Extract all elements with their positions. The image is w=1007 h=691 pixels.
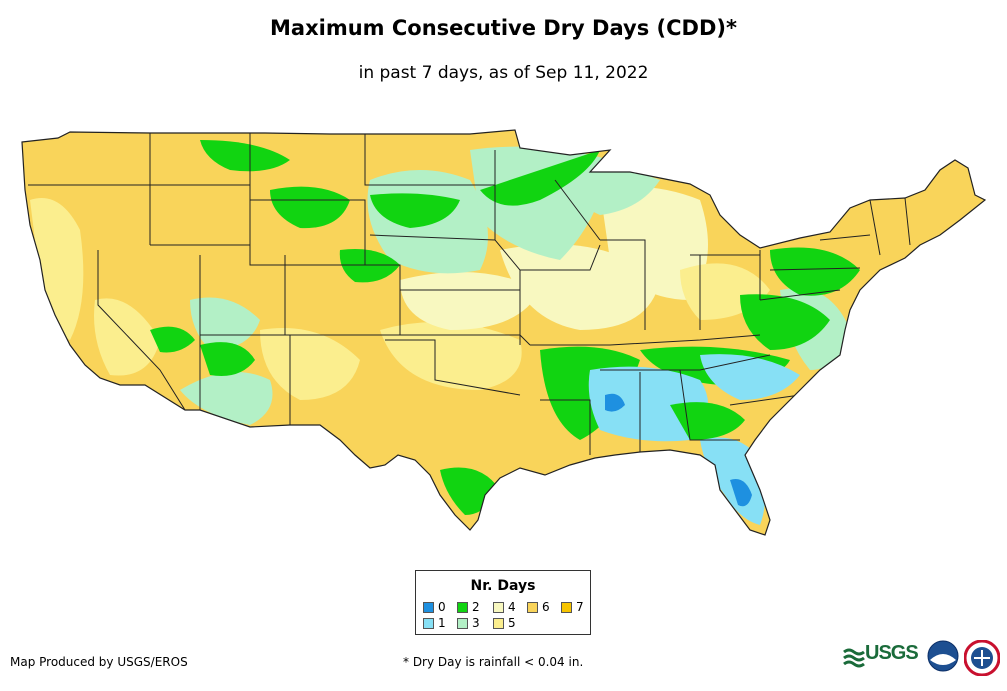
zone-oklahoma-5 xyxy=(380,322,522,390)
usgs-wave-icon xyxy=(843,648,865,668)
zone-carolinas-1 xyxy=(700,354,800,400)
zone-mn-streak-2 xyxy=(480,150,600,206)
zone-colorado-2 xyxy=(339,249,400,283)
legend-swatch-2 xyxy=(457,602,468,613)
zone-pennsylvania-2 xyxy=(770,247,860,296)
noaa-logo-icon xyxy=(927,640,959,672)
zone-mississippi-0 xyxy=(605,393,625,412)
state-borders xyxy=(28,133,911,455)
zone-wyoming-2 xyxy=(270,186,350,229)
agency-logos: USGS xyxy=(843,640,1003,680)
zone-arizona-3 xyxy=(180,372,273,425)
zone-nevada-2 xyxy=(150,326,195,353)
legend-label-5: 5 xyxy=(508,616,516,630)
legend-swatch-4 xyxy=(493,602,504,613)
zone-virginia-2 xyxy=(740,294,830,350)
legend-label-0: 0 xyxy=(438,600,446,614)
legend-swatch-0 xyxy=(423,602,434,613)
legend-label-3: 3 xyxy=(472,616,480,630)
zone-west-coast-5 xyxy=(30,198,84,340)
nws-logo-icon xyxy=(964,640,1000,676)
legend-swatch-5 xyxy=(493,618,504,629)
legend-label-7: 7 xyxy=(576,600,584,614)
zone-mississippi-1 xyxy=(588,366,708,442)
legend-title: Nr. Days xyxy=(470,578,536,594)
legend-swatch-7 xyxy=(561,602,572,613)
legend-label-4: 4 xyxy=(508,600,516,614)
usgs-logo-text: USGS xyxy=(865,642,919,664)
zone-arizona-2 xyxy=(200,342,255,376)
legend-label-2: 2 xyxy=(472,600,480,614)
legend-label-6: 6 xyxy=(542,600,550,614)
map-title: Maximum Consecutive Dry Days (CDD)* xyxy=(270,16,737,40)
dry-day-footnote: * Dry Day is rainfall < 0.04 in. xyxy=(403,655,584,669)
legend: Nr. Days 0 1 2 3 4 5 6 7 xyxy=(415,570,591,635)
zone-montana-2 xyxy=(200,140,290,172)
zone-newmexico-5 xyxy=(260,328,360,400)
legend-swatch-3 xyxy=(457,618,468,629)
zone-florida-0 xyxy=(730,479,752,507)
zone-utah-3 xyxy=(190,297,260,350)
map-base-fill xyxy=(22,130,985,535)
map-subtitle: in past 7 days, as of Sep 11, 2022 xyxy=(358,63,649,83)
zone-kansas-4 xyxy=(400,272,540,330)
legend-swatch-1 xyxy=(423,618,434,629)
zone-wisconsin-3 xyxy=(560,160,660,215)
zone-southdakota-2 xyxy=(370,193,460,228)
legend-swatch-6 xyxy=(527,602,538,613)
map-credit: Map Produced by USGS/EROS xyxy=(10,655,188,669)
legend-label-1: 1 xyxy=(438,616,446,630)
